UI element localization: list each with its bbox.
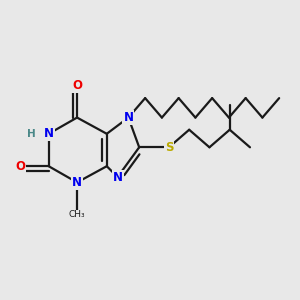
Text: N: N	[72, 176, 82, 189]
Text: O: O	[15, 160, 25, 173]
Text: S: S	[165, 141, 173, 154]
Text: N: N	[112, 170, 123, 184]
Text: N: N	[123, 111, 134, 124]
Text: H: H	[27, 129, 35, 139]
Text: CH₃: CH₃	[69, 210, 86, 219]
Text: N: N	[44, 127, 54, 140]
Text: O: O	[72, 79, 82, 92]
